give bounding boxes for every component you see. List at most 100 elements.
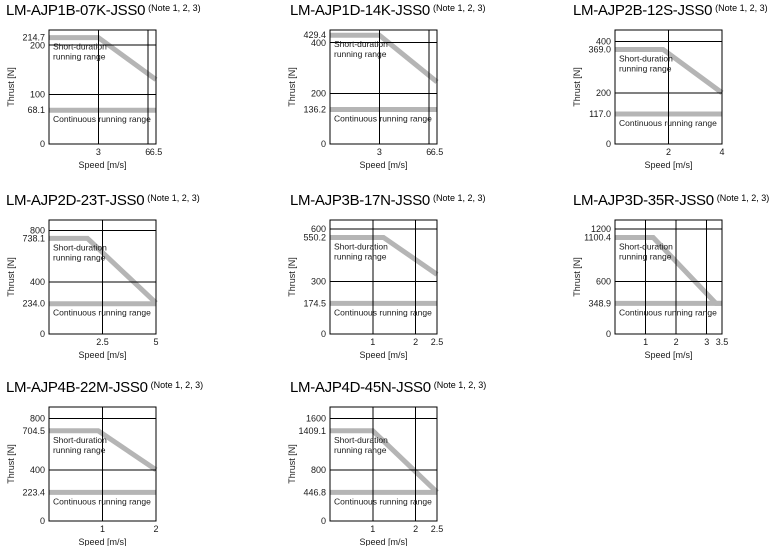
y-tick-label: 0 — [40, 516, 45, 526]
short-duration-label: Short-duration — [53, 242, 107, 252]
y-tick-label: 174.5 — [303, 298, 326, 308]
x-tick-label: 6 — [145, 147, 150, 157]
y-axis-label: Thrust [N] — [572, 67, 582, 107]
x-tick-label: 2.5 — [431, 524, 444, 534]
model-name: LM-AJP4B-22M-JSS0 — [6, 379, 148, 396]
y-tick-label: 68.1 — [27, 105, 45, 115]
note-superscript: (Note 1, 2, 3) — [432, 3, 486, 13]
x-tick-label: 6 — [426, 147, 431, 157]
x-tick-label: 2.5 — [431, 337, 444, 347]
chart-title: LM-AJP1B-07K-JSS0 (Note 1, 2, 3) — [6, 2, 258, 21]
short-duration-label: running range — [53, 252, 106, 262]
chart-cell: LM-AJP4D-45N-JSS0 (Note 1, 2, 3) Short-dur… — [260, 377, 518, 546]
continuous-label: Continuous running range — [334, 307, 432, 317]
y-tick-label: 600 — [311, 224, 326, 234]
y-tick-label: 369.0 — [588, 45, 611, 55]
short-duration-label: running range — [53, 52, 106, 62]
y-tick-label: 800 — [311, 465, 326, 475]
y-tick-label: 0 — [321, 139, 326, 149]
continuous-label: Continuous running range — [53, 496, 151, 506]
y-tick-label: 800 — [30, 225, 45, 235]
plot-border — [614, 29, 723, 145]
y-tick-label: 800 — [30, 414, 45, 424]
x-axis-label: Speed [m/s] — [78, 160, 126, 170]
y-tick-label: 400 — [30, 465, 45, 475]
chart-title: LM-AJP4B-22M-JSS0 (Note 1, 2, 3) — [6, 379, 258, 398]
y-tick-label: 0 — [606, 329, 611, 339]
chart-title: LM-AJP2B-12S-JSS0 (Note 1, 2, 3) — [573, 2, 778, 21]
chart-cell: LM-AJP1B-07K-JSS0 (Note 1, 2, 3) Short-dur… — [0, 0, 258, 174]
note-superscript: (Note 1, 2, 3) — [716, 193, 770, 203]
model-name: LM-AJP1D-14K-JSS0 — [290, 2, 430, 19]
x-tick-label: 1 — [643, 337, 648, 347]
x-tick-label: 2 — [666, 147, 671, 157]
note-superscript: (Note 1, 2, 3) — [433, 380, 487, 390]
x-axis-label: Speed [m/s] — [359, 160, 407, 170]
model-name: LM-AJP3B-17N-JSS0 — [290, 192, 430, 209]
y-tick-label: 400 — [311, 38, 326, 48]
x-axis-label: Speed [m/s] — [644, 350, 692, 360]
x-tick-label: 3.5 — [716, 337, 729, 347]
x-tick-label: 6.5 — [150, 147, 163, 157]
chart-title: LM-AJP4D-45N-JSS0 (Note 1, 2, 3) — [290, 379, 518, 398]
chart-cell: LM-AJP1D-14K-JSS0 (Note 1, 2, 3) Short-dur… — [260, 0, 518, 174]
x-tick-label: 3 — [377, 147, 382, 157]
y-axis-label: Thrust [N] — [287, 444, 297, 484]
y-tick-label: 117.0 — [589, 109, 611, 119]
y-tick-label: 1409.1 — [298, 426, 326, 436]
model-name: LM-AJP2B-12S-JSS0 — [573, 2, 713, 19]
note-superscript: (Note 1, 2, 3) — [148, 3, 201, 13]
y-axis-label: Thrust [N] — [6, 257, 16, 297]
x-tick-label: 2.5 — [96, 337, 109, 347]
x-tick-label: 3 — [704, 337, 709, 347]
continuous-label: Continuous running range — [53, 114, 151, 124]
x-tick-label: 1 — [370, 337, 375, 347]
short-duration-label: running range — [53, 445, 106, 455]
y-tick-label: 1600 — [306, 414, 326, 424]
x-axis-label: Speed [m/s] — [359, 350, 407, 360]
chart-title: LM-AJP1D-14K-JSS0 (Note 1, 2, 3) — [290, 2, 518, 21]
plot-border — [48, 219, 157, 335]
y-tick-label: 136.2 — [303, 105, 326, 115]
y-tick-label: 0 — [40, 139, 45, 149]
short-duration-label: Short-duration — [334, 242, 388, 252]
y-tick-label: 738.1 — [22, 233, 45, 243]
y-tick-label: 1200 — [591, 224, 611, 234]
y-axis-label: Thrust [N] — [287, 257, 297, 297]
x-tick-label: 2 — [413, 337, 418, 347]
continuous-label: Continuous running range — [619, 118, 717, 128]
y-tick-label: 704.5 — [22, 426, 45, 436]
x-tick-label: 1 — [370, 524, 375, 534]
note-superscript: (Note 1, 2, 3) — [432, 193, 486, 203]
y-tick-label: 429.4 — [303, 30, 326, 40]
short-duration-label: running range — [619, 252, 672, 262]
y-tick-label: 550.2 — [303, 233, 326, 243]
chart-title: LM-AJP3D-35R-JSS0 (Note 1, 2, 3) — [573, 192, 778, 211]
y-tick-label: 234.0 — [22, 299, 45, 309]
note-superscript: (Note 1, 2, 3) — [715, 3, 768, 13]
x-tick-label: 2 — [153, 524, 158, 534]
y-tick-label: 348.9 — [588, 298, 611, 308]
y-tick-label: 200 — [30, 41, 45, 51]
y-tick-label: 1100.4 — [584, 233, 611, 243]
x-axis-label: Speed [m/s] — [78, 350, 126, 360]
y-tick-label: 214.7 — [22, 33, 45, 43]
continuous-label: Continuous running range — [334, 114, 432, 124]
model-name: LM-AJP1B-07K-JSS0 — [6, 2, 146, 19]
y-tick-label: 446.8 — [303, 487, 326, 497]
y-tick-label: 223.4 — [22, 487, 45, 497]
chart-cell: LM-AJP3D-35R-JSS0 (Note 1, 2, 3) Short-dur… — [520, 190, 778, 364]
y-axis-label: Thrust [N] — [572, 257, 582, 297]
model-name: LM-AJP2D-23T-JSS0 — [6, 192, 145, 209]
short-duration-label: Short-duration — [53, 435, 107, 445]
short-duration-band — [49, 428, 158, 472]
model-name: LM-AJP3D-35R-JSS0 — [573, 192, 714, 209]
plot-border — [329, 219, 438, 335]
x-tick-label: 4 — [719, 147, 724, 157]
y-axis-label: Thrust [N] — [287, 67, 297, 107]
